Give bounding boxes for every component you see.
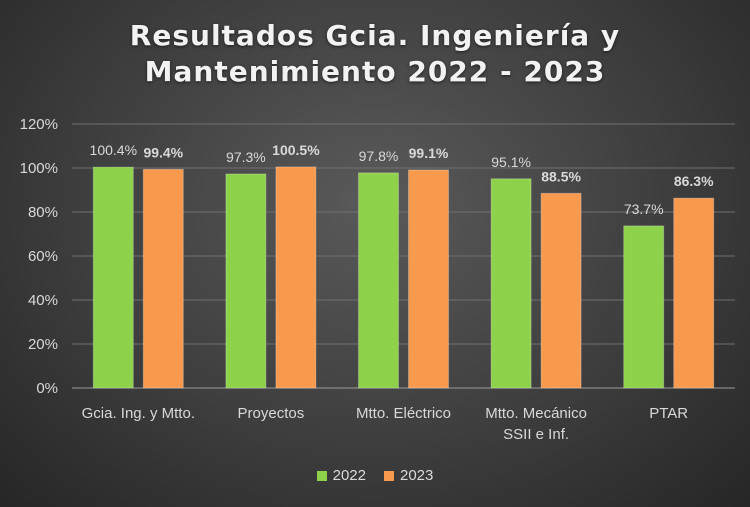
chart-title-line-1: Resultados Gcia. Ingeniería y	[129, 19, 621, 52]
legend-label-2023: 2023	[400, 467, 434, 484]
y-tick-label: 80%	[28, 204, 58, 221]
legend-label-2022: 2022	[332, 467, 366, 484]
data-label-2023: 99.4%	[143, 144, 183, 160]
x-category-label: Proyectos	[238, 405, 305, 422]
bar-2023	[673, 197, 715, 389]
x-category-label: Mtto. Mecánico	[485, 405, 587, 422]
y-tick-label: 40%	[28, 292, 58, 309]
x-category-label: Gcia. Ing. y Mtto.	[82, 405, 195, 422]
legend-item-2022: 2022	[316, 467, 366, 484]
y-tick-label: 60%	[28, 248, 58, 265]
bar-2023	[275, 166, 317, 389]
bar-2022	[92, 166, 134, 389]
bar-2022	[225, 173, 267, 389]
legend-swatch-2022	[316, 470, 327, 481]
y-tick-label: 0%	[36, 380, 58, 397]
bar-2023	[540, 192, 582, 389]
x-category-label: Mtto. Eléctrico	[356, 405, 451, 422]
bar-2022	[358, 172, 399, 389]
y-tick-label: 20%	[28, 336, 58, 353]
data-label-2022: 97.8%	[359, 148, 399, 164]
data-label-2023: 99.1%	[409, 145, 449, 161]
data-label-2022: 95.1%	[491, 154, 531, 170]
x-category-label: SSII e Inf.	[503, 426, 569, 443]
data-label-2023: 88.5%	[541, 168, 581, 184]
data-label-2022: 100.4%	[90, 142, 137, 158]
data-label-2022: 97.3%	[226, 149, 266, 165]
chart-title-line-2: Mantenimiento 2022 - 2023	[144, 55, 606, 88]
chart-title: Resultados Gcia. Ingeniería y Mantenimie…	[0, 18, 750, 90]
legend-swatch-2023	[384, 470, 394, 481]
bar-2022	[623, 225, 665, 389]
bar-2022	[490, 178, 532, 389]
bar-2023	[408, 169, 449, 389]
y-tick-label: 120%	[20, 116, 58, 133]
legend-item-2023: 2023	[384, 467, 433, 484]
x-category-label: PTAR	[649, 405, 688, 422]
bar-2023	[142, 168, 184, 389]
data-label-2022: 73.7%	[624, 201, 664, 217]
data-label-2023: 86.3%	[674, 173, 714, 189]
data-label-2023: 100.5%	[272, 142, 320, 158]
y-tick-label: 100%	[20, 160, 58, 177]
legend: 2022 2023	[0, 467, 750, 484]
